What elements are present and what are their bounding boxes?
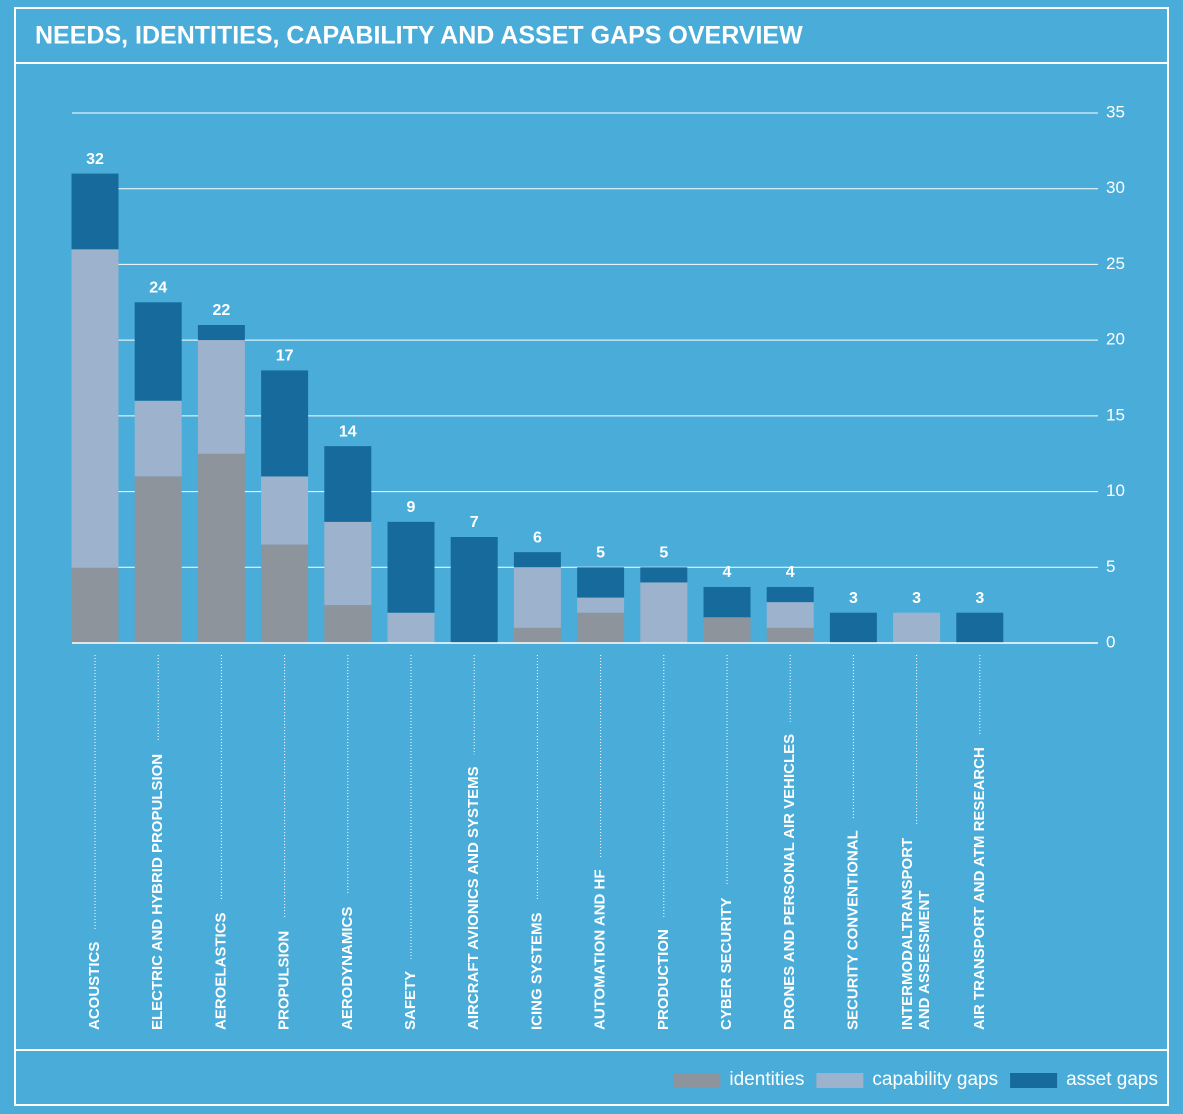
x-tick-label: PROPULSION [276,931,293,1030]
bar-segment [324,521,372,606]
bar-segment [640,567,688,583]
y-tick-label: 30 [1106,178,1125,197]
x-tick-label: AUTOMATION AND HF [592,869,609,1030]
bar-segment [513,567,561,628]
chart-title: NEEDS, IDENTITIES, CAPABILITY AND ASSET … [35,22,803,50]
total-label: 4 [786,564,795,581]
bar-segment [577,612,625,643]
bar-segment [766,586,814,603]
bar-segment [577,567,625,598]
x-tick-label: ACOUSTICS [86,942,103,1030]
total-label: 14 [339,423,357,440]
x-tick-label: AEROELASTICS [212,912,229,1030]
frame [14,7,1169,1106]
y-tick-label: 0 [1106,632,1115,651]
bar-segment [829,612,877,643]
total-label: 9 [407,499,416,516]
total-label: 24 [149,280,167,297]
y-tick-label: 35 [1106,102,1125,121]
bar-segment [956,612,1004,643]
x-tick-label: SAFETY [402,971,419,1030]
bar-segment [197,325,245,341]
x-tick-label: AERODYNAMICS [339,907,356,1030]
bar-segment [197,340,245,454]
bar-segment [893,612,941,643]
bar-segment [134,302,182,401]
bar-segment [71,249,119,568]
x-tick-label: DRONES AND PERSONAL AIR VEHICLES [781,734,798,1030]
bar-segment [450,537,498,643]
total-label: 4 [723,564,732,581]
bar-segment [197,453,245,643]
x-tick-label: CYBER SECURITY [718,897,735,1030]
x-tick-label: PRODUCTION [655,929,672,1030]
bar-segment [703,617,751,643]
legend-label: asset gaps [1066,1069,1158,1090]
bar-segment [577,597,625,613]
bar-segment [703,586,751,618]
total-label: 7 [470,514,479,531]
x-tick-label: ELECTRIC AND HYBRID PROPULSION [149,754,166,1030]
y-tick-label: 10 [1106,481,1125,500]
bar-segment [640,582,688,643]
total-label: 6 [533,529,542,546]
bar-segment [71,173,119,250]
legend-swatch [816,1073,864,1088]
x-tick-label: AIR TRANSPORT AND ATM RESEARCH [971,747,988,1030]
legend-label: identities [729,1069,804,1090]
total-label: 22 [213,302,231,319]
total-label: 3 [975,590,984,607]
bar-segment [387,521,435,613]
legend-swatch [1010,1073,1058,1088]
bar-segment [261,370,309,477]
y-tick-label: 15 [1106,405,1125,424]
y-tick-label: 20 [1106,330,1125,349]
x-tick-label: INTERMODALTRANSPORTAND ASSESSMENT [899,838,933,1030]
bar-segment [387,612,435,643]
bar-segment [766,627,814,643]
bar-segment [261,544,309,643]
x-tick-label: AIRCRAFT AVIONICS AND SYSTEMS [465,766,482,1030]
legend-label: capability gaps [872,1069,998,1090]
x-tick-label: SECURITY CONVENTIONAL [844,830,861,1030]
total-label: 32 [86,151,104,168]
bar-segment [134,400,182,477]
bar-segment [134,476,182,643]
bar-segment [261,476,309,545]
bar-segment [324,605,372,643]
y-tick-label: 5 [1106,557,1115,576]
total-label: 3 [912,590,921,607]
bar-segment [766,602,814,628]
bar-segment [513,627,561,643]
total-label: 17 [276,348,294,365]
total-label: 5 [659,545,668,562]
bar-segment [324,446,372,522]
bar-segment [513,552,561,568]
total-label: 5 [596,545,605,562]
total-label: 3 [849,590,858,607]
legend-swatch [673,1073,721,1088]
x-tick-label: ICING SYSTEMS [528,912,545,1030]
y-tick-label: 25 [1106,254,1125,273]
bar-segment [71,567,119,643]
